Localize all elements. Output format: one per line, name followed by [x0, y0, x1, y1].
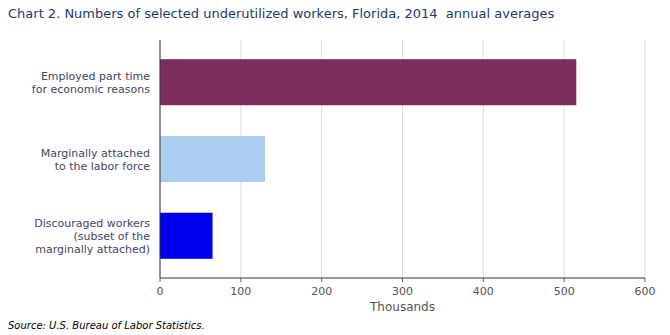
y-axis-line	[160, 40, 161, 278]
grid	[160, 40, 645, 278]
bar	[160, 136, 265, 182]
tick-mark	[483, 278, 484, 282]
category-label: Marginally attachedto the labor force	[41, 147, 151, 173]
tick-label: 400	[473, 285, 494, 298]
tick-mark	[321, 278, 322, 282]
bar	[160, 59, 576, 105]
tick-mark	[240, 278, 241, 282]
tick-label: 500	[554, 285, 575, 298]
grid-line	[645, 40, 646, 278]
bars	[160, 59, 576, 259]
tick-mark	[402, 278, 403, 282]
tick-label: 300	[392, 285, 413, 298]
source-note: Source: U.S. Bureau of Labor Statistics.	[8, 320, 205, 331]
tick-mark	[645, 278, 646, 282]
tick-mark	[564, 278, 565, 282]
tick-label: 0	[157, 285, 164, 298]
tick-label: 100	[230, 285, 251, 298]
category-label: Employed part timefor economic reasons	[32, 70, 150, 96]
category-label: Discouraged workers(subset of themargina…	[34, 217, 150, 256]
bar	[160, 213, 213, 259]
tick-label: 600	[635, 285, 656, 298]
tick-label: 200	[311, 285, 332, 298]
grid-line	[160, 40, 161, 278]
title: Chart 2. Numbers of selected underutiliz…	[8, 6, 554, 21]
chart-container: Chart 2. Numbers of selected underutiliz…	[0, 0, 670, 335]
x-axis-line	[160, 278, 645, 279]
chart-svg: Chart 2. Numbers of selected underutiliz…	[0, 0, 670, 335]
x-axis-label: Thousands	[369, 300, 435, 314]
tick-mark	[160, 278, 161, 282]
